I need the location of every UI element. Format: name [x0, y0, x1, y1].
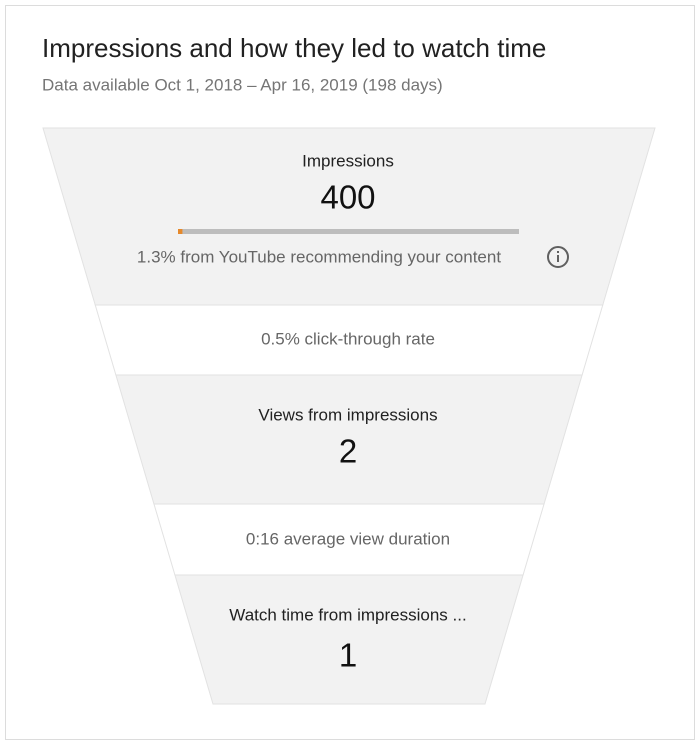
watch-time-value: 1	[339, 637, 357, 674]
click-through-text: 0.5% click-through rate	[261, 329, 435, 348]
info-icon-ring	[547, 246, 569, 268]
view-duration-text: 0:16 average view duration	[246, 529, 450, 548]
recommended-share-text: 1.3% from YouTube recommending your cont…	[137, 247, 501, 266]
impressions-value: 400	[320, 179, 375, 216]
share-bar-track	[178, 229, 519, 234]
impressions-label: Impressions	[302, 151, 394, 170]
card-title: Impressions and how they led to watch ti…	[42, 33, 546, 63]
info-icon-stem	[557, 255, 559, 262]
watch-time-label: Watch time from impressions ...	[229, 605, 466, 624]
funnel	[42, 127, 656, 705]
share-bar-fill	[178, 229, 183, 234]
funnel-section	[174, 574, 524, 705]
card-subtitle: Data available Oct 1, 2018 – Apr 16, 201…	[42, 75, 443, 94]
views-label: Views from impressions	[258, 405, 437, 424]
info-icon-dot	[557, 251, 559, 253]
views-value: 2	[339, 433, 357, 470]
info-icon[interactable]	[547, 246, 569, 268]
